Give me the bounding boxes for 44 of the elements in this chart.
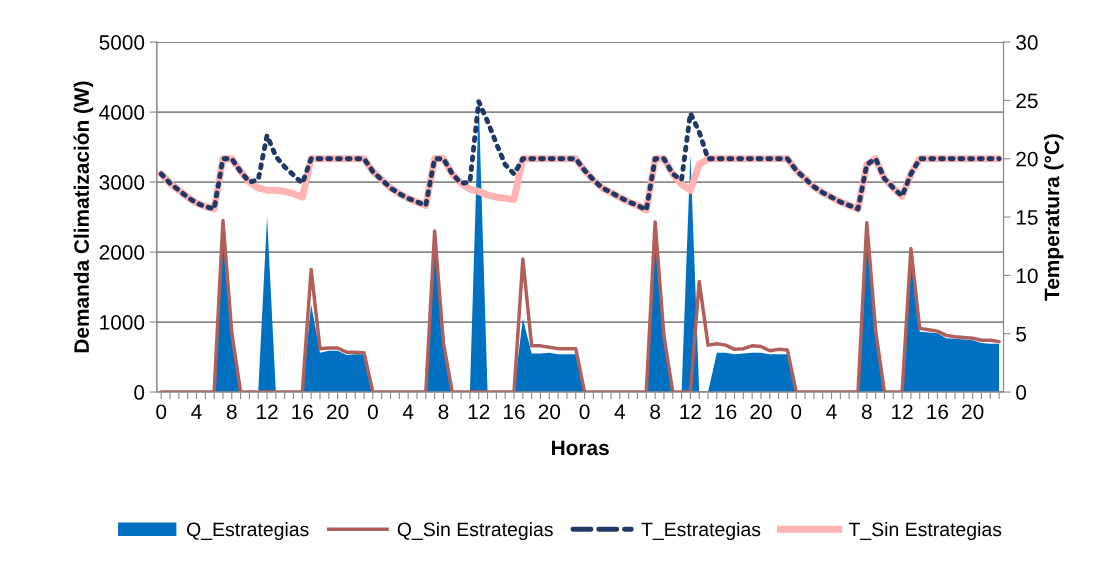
x-tick-label: 12: [257, 404, 278, 419]
y2-tick-label: 5: [1016, 326, 1027, 342]
x-tick-label: 8: [226, 404, 237, 420]
x-tick-label: 20: [327, 404, 349, 420]
x-tick-label: 12: [892, 404, 913, 419]
x-tick-label: 0: [791, 404, 802, 420]
x-tick-label: 4: [826, 404, 837, 419]
y-tick-label: 3000: [99, 175, 145, 190]
legend-label: Q_Sin Estrategias: [397, 521, 553, 541]
y-tick-label: 5000: [99, 35, 145, 50]
x-tick-label: 4: [614, 404, 626, 419]
x-tick-label: 20: [538, 404, 561, 420]
y2-tick-label: 0: [1016, 385, 1027, 400]
y2-tick-label: 30: [1016, 35, 1038, 50]
y-tick-label: 2000: [99, 245, 145, 260]
x-tick-label: 8: [650, 404, 661, 420]
y2-tick-label: 25: [1016, 93, 1038, 109]
x-tick-label: 4: [191, 404, 202, 419]
x-tick-label: 16: [927, 404, 949, 420]
x-tick-label: 0: [156, 404, 167, 420]
x-tick-label: 20: [962, 404, 984, 420]
y-tick-label: 1000: [100, 315, 145, 330]
y2-tick-label: 15: [1016, 210, 1038, 225]
x-tick-label: 12: [468, 404, 490, 419]
legend-label: T_Sin Estrategias: [848, 521, 1002, 541]
legend-label: Q_Estrategias: [187, 521, 309, 541]
x-tick-label: 16: [715, 404, 737, 420]
x-tick-label: 0: [367, 404, 378, 420]
y-tick-label: 4000: [99, 105, 145, 120]
x-tick-label: 12: [680, 404, 701, 419]
legend-label: T_Estrategias: [641, 521, 761, 541]
x-tick-label: 8: [861, 404, 872, 420]
x-tick-label: 16: [504, 404, 525, 420]
y2-axis-title: Temperatura (°C): [1044, 134, 1064, 301]
y-axis-title: Demanda Climatización (W): [73, 81, 94, 353]
y2-tick-label: 20: [1016, 151, 1038, 167]
x-tick-label: 16: [292, 404, 313, 420]
x-tick-label: 4: [402, 404, 414, 419]
x-axis-title: Horas: [552, 440, 609, 456]
x-tick-label: 20: [750, 404, 772, 420]
y2-tick-label: 10: [1016, 268, 1038, 284]
x-tick-label: 0: [579, 404, 590, 420]
x-tick-label: 8: [438, 404, 449, 420]
y-tick-label: 0: [134, 385, 145, 400]
